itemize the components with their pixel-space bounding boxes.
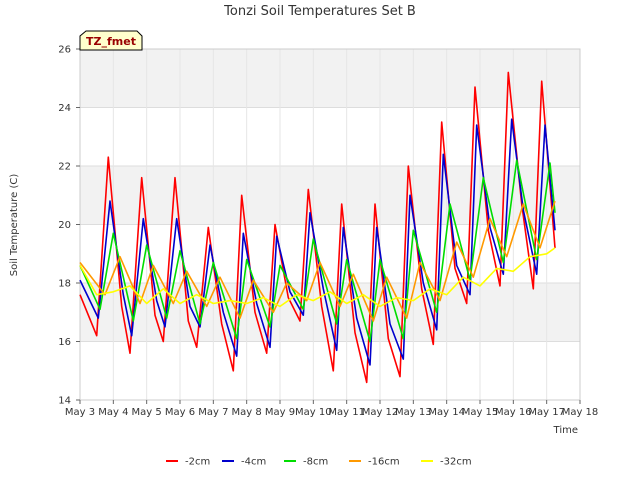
x-tick-label: May 13 bbox=[395, 407, 432, 418]
x-tick-label: May 14 bbox=[428, 407, 465, 418]
legend-label: -16cm bbox=[368, 457, 400, 468]
legend-item: -8cm bbox=[284, 457, 328, 468]
x-tick-label: May 18 bbox=[562, 407, 599, 418]
y-tick-label: 18 bbox=[58, 279, 71, 290]
x-axis-label: Time bbox=[553, 425, 578, 436]
x-tick-label: May 16 bbox=[495, 407, 532, 418]
legend-label: -4cm bbox=[241, 457, 266, 468]
badge-shape bbox=[79, 30, 143, 51]
band-24-26 bbox=[80, 49, 580, 108]
chart-title: Tonzi Soil Temperatures Set B bbox=[223, 4, 416, 19]
x-tick-label: May 10 bbox=[295, 407, 332, 418]
x-tick-label: May 17 bbox=[528, 407, 565, 418]
series-line-minus-2cm bbox=[79, 71, 556, 384]
x-tick-label: May 11 bbox=[328, 407, 365, 418]
legend-item: -4cm bbox=[222, 457, 266, 468]
legend-item: -2cm bbox=[166, 457, 210, 468]
y-tick-label: 14 bbox=[58, 396, 71, 407]
x-tick-label: May 4 bbox=[98, 407, 128, 418]
y-tick-label: 24 bbox=[58, 103, 71, 114]
band-20-22 bbox=[80, 166, 580, 225]
legend-item: -32cm bbox=[421, 457, 472, 468]
y-tick-label: 16 bbox=[58, 337, 71, 348]
y-axis-ticks: 14 16 18 20 22 24 26 bbox=[58, 45, 80, 407]
plot-background-bands bbox=[80, 49, 580, 400]
y-tick-label: 26 bbox=[58, 45, 71, 56]
x-tick-label: May 7 bbox=[198, 407, 228, 418]
y-tick-label: 22 bbox=[58, 162, 71, 173]
y-tick-label: 20 bbox=[58, 220, 71, 231]
x-tick-label: May 12 bbox=[362, 407, 399, 418]
badge-label: TZ_fmet bbox=[86, 35, 136, 48]
series-line-minus-32cm bbox=[79, 247, 556, 308]
station-badge: TZ_fmet bbox=[79, 30, 143, 51]
legend: -2cm -4cm -8cm -16cm -32cm bbox=[166, 457, 472, 468]
x-axis-ticks: May 3 May 4 May 5 May 6 May 7 May 8 May 9 May 1… bbox=[65, 400, 598, 418]
x-tick-label: May 6 bbox=[165, 407, 195, 418]
series-line-minus-8cm bbox=[79, 159, 556, 343]
legend-label: -32cm bbox=[440, 457, 472, 468]
legend-item: -16cm bbox=[349, 457, 400, 468]
x-tick-label: May 9 bbox=[265, 407, 295, 418]
x-tick-label: May 8 bbox=[232, 407, 262, 418]
legend-label: -2cm bbox=[185, 457, 210, 468]
y-axis-label: Soil Temperature (C) bbox=[9, 174, 20, 277]
x-tick-label: May 3 bbox=[65, 407, 95, 418]
series-layer bbox=[79, 71, 556, 384]
band-22-24 bbox=[80, 107, 580, 166]
legend-label: -8cm bbox=[303, 457, 328, 468]
x-tick-label: May 15 bbox=[462, 407, 499, 418]
x-tick-label: May 5 bbox=[132, 407, 162, 418]
series-line-minus-4cm bbox=[79, 118, 556, 366]
